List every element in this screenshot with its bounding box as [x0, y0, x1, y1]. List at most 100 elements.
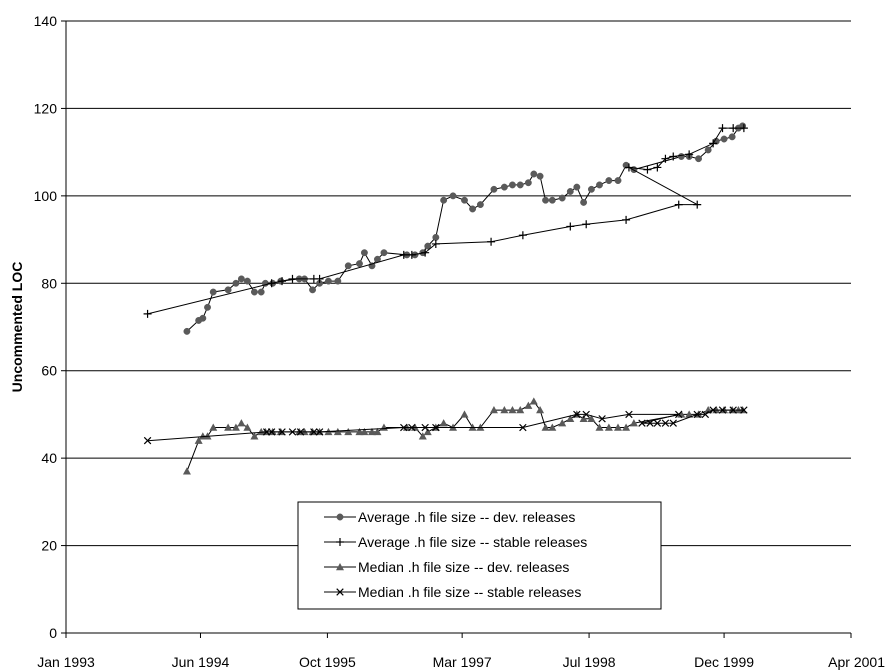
- data-point: [566, 188, 574, 195]
- data-point: [558, 419, 567, 427]
- data-point: [250, 288, 258, 296]
- data-point: [449, 192, 457, 200]
- data-point: [587, 185, 595, 193]
- data-point: [720, 135, 728, 143]
- data-point: [460, 410, 469, 418]
- data-point: [250, 432, 259, 440]
- data-point: [500, 183, 508, 191]
- x-tick-label: Mar 1997: [433, 654, 492, 670]
- data-point: [518, 231, 527, 240]
- data-point: [709, 139, 718, 148]
- data-point: [182, 467, 191, 475]
- y-axis-title: Uncommented LOC: [9, 262, 25, 393]
- data-point: [278, 277, 287, 286]
- data-point: [536, 406, 545, 414]
- data-point: [380, 249, 388, 257]
- legend-item: Average .h file size -- stable releases: [324, 534, 587, 550]
- y-tick-label: 140: [34, 13, 58, 29]
- data-point: [324, 277, 332, 285]
- data-point: [183, 327, 191, 335]
- data-point: [542, 196, 549, 204]
- gridlines: [66, 20, 851, 547]
- data-point: [267, 428, 276, 436]
- data-point: [431, 239, 440, 248]
- y-tick-label: 80: [41, 275, 57, 291]
- data-point: [693, 200, 702, 209]
- data-point: [344, 262, 352, 270]
- data-point: [653, 419, 662, 427]
- data-point: [524, 401, 533, 409]
- data-point: [224, 423, 233, 431]
- y-tick-label: 20: [41, 538, 57, 554]
- data-point: [209, 423, 218, 431]
- data-point: [418, 432, 427, 440]
- data-point: [629, 419, 638, 427]
- data-point: [566, 414, 575, 422]
- data-point: [469, 205, 477, 213]
- data-point: [439, 419, 448, 427]
- data-point: [598, 415, 606, 423]
- data-point: [356, 260, 363, 268]
- data-point: [432, 423, 440, 432]
- data-point: [661, 419, 670, 427]
- legend-marker: [336, 538, 344, 546]
- data-point: [519, 423, 527, 432]
- data-point: [421, 248, 430, 257]
- x-tick-label: Oct 1995: [299, 654, 356, 670]
- data-point: [604, 423, 613, 431]
- data-point: [729, 124, 738, 133]
- data-point: [624, 163, 633, 172]
- data-point: [400, 423, 408, 432]
- data-point: [315, 274, 324, 283]
- x-tick-label: Jan 1993: [37, 654, 95, 670]
- data-point: [232, 279, 240, 287]
- data-point: [421, 423, 429, 432]
- data-point: [309, 286, 317, 294]
- data-point: [143, 309, 152, 318]
- series-1: [183, 122, 747, 335]
- data-point: [199, 314, 207, 322]
- data-point: [548, 423, 557, 431]
- legend-label: Average .h file size -- stable releases: [358, 534, 587, 550]
- data-point: [693, 410, 701, 419]
- data-point: [704, 146, 712, 154]
- data-point: [596, 181, 603, 189]
- data-point: [669, 419, 677, 427]
- data-point: [614, 423, 623, 431]
- data-point: [653, 163, 662, 172]
- x-tick-label: Jul 1998: [563, 654, 616, 670]
- data-point: [334, 277, 342, 285]
- legend-marker: [336, 563, 344, 571]
- data-point: [573, 410, 581, 419]
- data-point: [548, 196, 556, 204]
- data-point: [536, 172, 544, 180]
- legend-label: Median .h file size -- dev. releases: [358, 559, 569, 575]
- data-point: [582, 220, 591, 229]
- data-point: [194, 436, 203, 444]
- data-point: [231, 423, 240, 431]
- data-point: [530, 170, 538, 178]
- data-point: [209, 288, 217, 296]
- data-point: [461, 196, 468, 204]
- legend-item: Median .h file size -- stable releases: [324, 584, 581, 600]
- y-tick-label: 120: [34, 100, 58, 116]
- series-line: [186, 125, 743, 332]
- data-point: [333, 427, 342, 436]
- data-point: [573, 183, 581, 191]
- data-point: [622, 215, 631, 224]
- data-point: [685, 150, 694, 159]
- data-point: [605, 177, 613, 185]
- data-point: [718, 406, 727, 414]
- y-tick-label: 40: [41, 450, 57, 466]
- data-point: [524, 179, 532, 187]
- data-point: [740, 406, 748, 414]
- data-point: [288, 274, 297, 283]
- data-point: [718, 124, 727, 133]
- data-point: [728, 133, 736, 141]
- data-point: [373, 427, 382, 436]
- data-point: [529, 397, 538, 405]
- data-point: [267, 279, 276, 288]
- data-point: [580, 198, 588, 206]
- data-point: [625, 410, 633, 419]
